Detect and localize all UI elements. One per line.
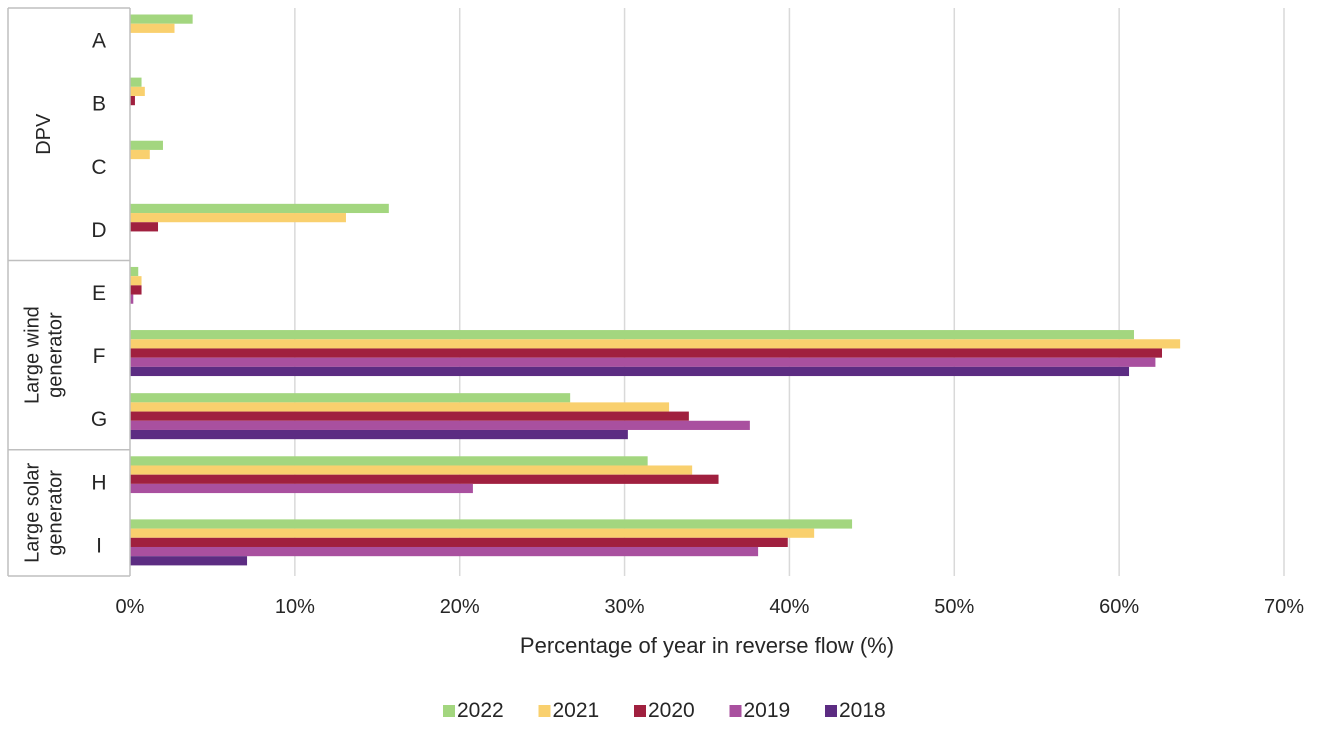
bar-I-2018 xyxy=(130,556,248,566)
bar-D-2021 xyxy=(130,213,346,223)
legend-label: 2018 xyxy=(839,699,886,722)
bar-B-2022 xyxy=(130,77,142,87)
x-tick-label: 10% xyxy=(275,596,315,618)
legend-swatch-2019 xyxy=(729,705,742,717)
category-label: I xyxy=(96,534,102,557)
bar-G-2022 xyxy=(130,393,571,403)
category-label: G xyxy=(91,408,107,431)
bar-G-2018 xyxy=(130,429,628,440)
bar-I-2020 xyxy=(130,537,788,547)
category-label: F xyxy=(93,345,106,368)
bar-H-2021 xyxy=(130,465,693,475)
legend: 2022 2021 2020 2019 2018 xyxy=(443,699,886,722)
x-tick-label: 20% xyxy=(440,596,480,618)
bar-I-2019 xyxy=(130,546,759,557)
bar-H-2022 xyxy=(130,456,648,466)
gridlines xyxy=(294,8,1285,576)
bar-D-2022 xyxy=(130,203,389,214)
x-tick-label: 50% xyxy=(934,596,974,618)
x-axis-title: Percentage of year in reverse flow (%) xyxy=(520,633,894,658)
legend-swatch-2018 xyxy=(825,705,837,717)
legend-label: 2020 xyxy=(648,699,695,722)
x-tick-label: 70% xyxy=(1264,596,1304,618)
bar-E-2021 xyxy=(130,276,142,286)
bar-G-2019 xyxy=(130,420,750,430)
bar-G-2021 xyxy=(130,402,670,412)
bar-F-2019 xyxy=(130,357,1156,367)
axes xyxy=(7,7,131,577)
legend-swatch-2022 xyxy=(443,705,455,717)
x-tick-label: 0% xyxy=(116,596,145,618)
group-labels: DPV Large windgenerator Large solargenerat… xyxy=(22,113,67,563)
bar-E-2020 xyxy=(130,285,142,295)
bar-I-2022 xyxy=(130,519,853,529)
legend-swatch-2021 xyxy=(538,705,551,717)
group-label: Large solargenerator xyxy=(22,463,67,563)
bar-F-2022 xyxy=(130,330,1134,340)
bar-H-2019 xyxy=(130,483,473,494)
legend-label: 2021 xyxy=(553,699,600,722)
bar-C-2021 xyxy=(130,149,150,160)
category-label: E xyxy=(92,282,106,305)
group-label: Large windgenerator xyxy=(22,306,67,404)
bar-E-2022 xyxy=(130,266,139,277)
category-label: B xyxy=(92,93,106,116)
x-tick-label: 60% xyxy=(1099,596,1139,618)
category-label: A xyxy=(92,30,106,53)
bars xyxy=(130,14,1181,566)
bar-A-2022 xyxy=(130,14,193,24)
bar-E-2019 xyxy=(130,294,134,304)
bar-A-2021 xyxy=(130,23,175,33)
bar-F-2020 xyxy=(130,348,1163,358)
legend-label: 2019 xyxy=(744,699,791,722)
category-label: H xyxy=(91,471,106,494)
bar-B-2021 xyxy=(130,86,145,97)
x-tick-labels: 0% 10% 20% 30% 40% 50% 60% 70% xyxy=(116,596,1305,618)
bar-H-2020 xyxy=(130,474,719,484)
bar-F-2021 xyxy=(130,339,1181,349)
category-label: D xyxy=(91,219,106,242)
category-labels: A B C D E F G H I xyxy=(91,30,107,558)
legend-swatch-2020 xyxy=(634,705,646,717)
bar-F-2018 xyxy=(130,366,1130,377)
bar-G-2020 xyxy=(130,411,689,421)
x-tick-label: 30% xyxy=(605,596,645,618)
legend-label: 2022 xyxy=(457,699,504,722)
bar-B-2020 xyxy=(130,96,135,106)
category-label: C xyxy=(91,156,106,179)
bar-D-2020 xyxy=(130,222,159,232)
group-label: DPV xyxy=(33,113,55,155)
bar-I-2021 xyxy=(130,528,815,538)
bar-C-2022 xyxy=(130,140,163,150)
x-tick-label: 40% xyxy=(769,596,809,618)
